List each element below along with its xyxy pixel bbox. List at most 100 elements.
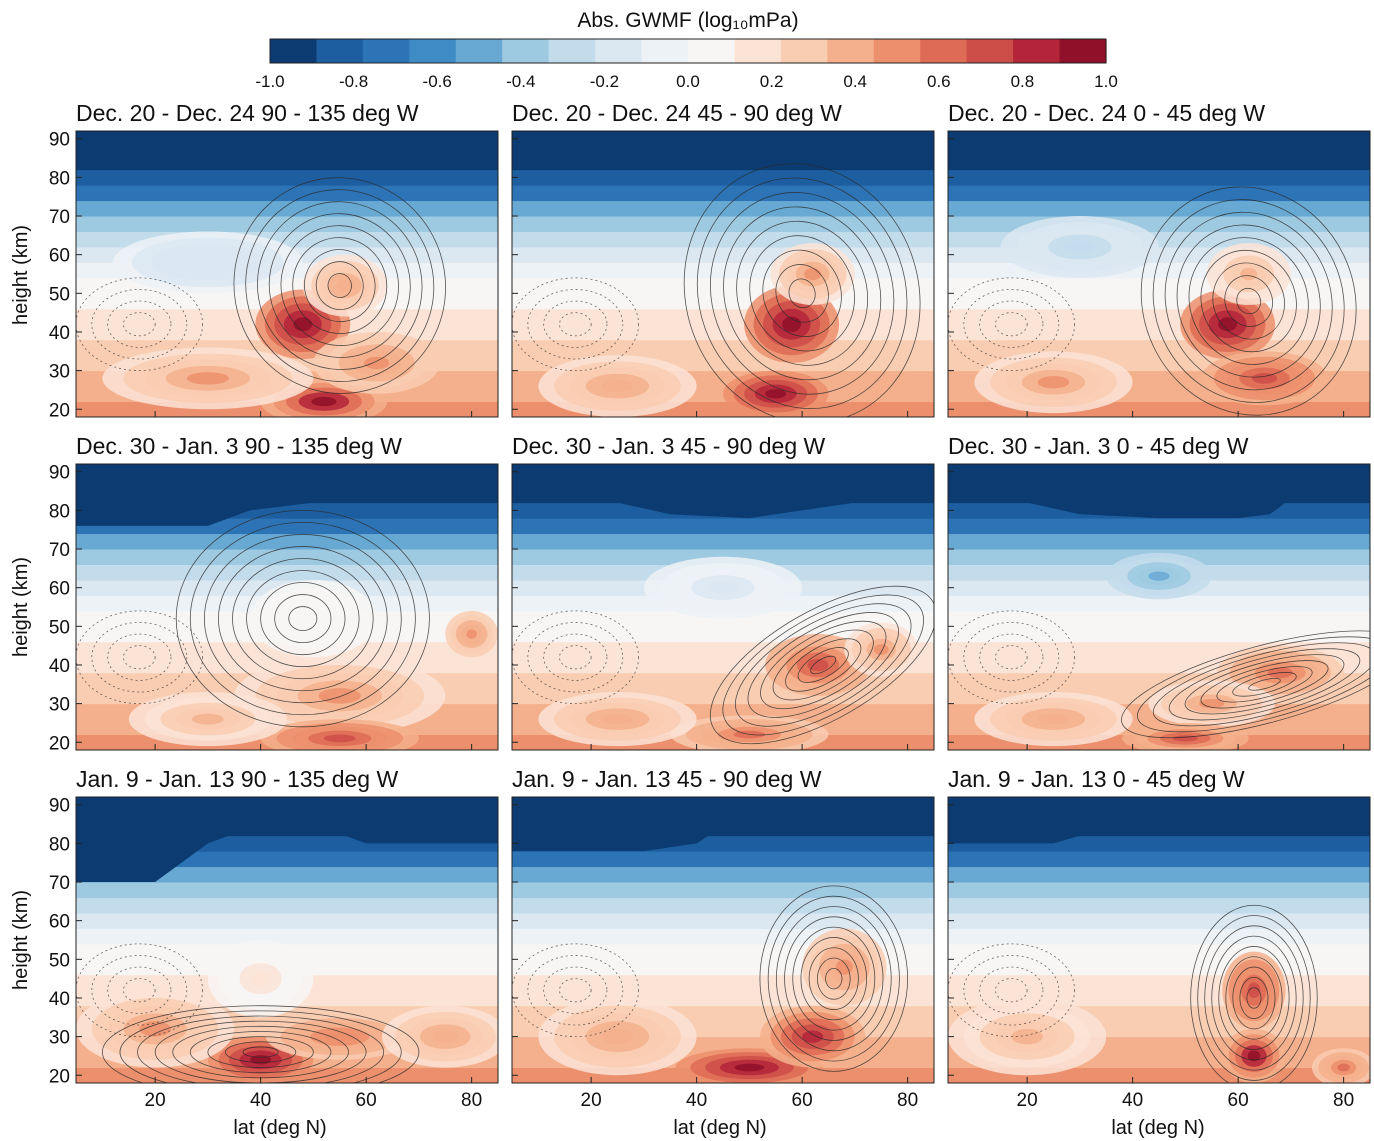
wind-contour-negative: [543, 300, 608, 348]
wind-contour-negative: [76, 277, 203, 372]
wind-contour-negative: [512, 610, 639, 705]
field-feature: [311, 396, 337, 407]
panel-field: [76, 131, 498, 417]
field-feature: [466, 629, 477, 639]
field-band: [512, 912, 934, 929]
x-tick-label: 40: [686, 1090, 707, 1111]
field-feature: [804, 267, 822, 281]
field-feature: [1337, 1063, 1350, 1072]
colorbar-swatch: [1059, 39, 1107, 63]
wind-contour: [792, 926, 876, 1031]
panel-title: Dec. 20 - Dec. 24 90 - 135 deg W: [76, 100, 419, 126]
wind-contour: [242, 1046, 279, 1058]
wind-contour-negative: [123, 645, 156, 670]
panel-title: Jan. 9 - Jan. 13 45 - 90 deg W: [512, 766, 822, 792]
field-band: [76, 200, 498, 217]
wind-contour: [292, 237, 388, 334]
panel-field: [948, 131, 1370, 417]
colorbar-swatch: [1013, 39, 1061, 63]
wind-contour: [800, 937, 867, 1021]
wind-contour: [825, 967, 843, 990]
panel-title: Dec. 30 - Jan. 3 0 - 45 deg W: [948, 433, 1249, 459]
field-feature: [835, 959, 853, 975]
panel-field: [512, 464, 934, 750]
wind-contour: [280, 225, 399, 346]
wind-contour-negative: [543, 966, 608, 1014]
y-tick-label: 90: [49, 796, 70, 817]
wind-contour-negative: [527, 622, 624, 693]
field-band: [76, 549, 498, 565]
wind-contour: [207, 1036, 314, 1068]
wind-contour: [1225, 956, 1283, 1040]
y-tick-label: 20: [49, 733, 70, 754]
saturated-region: [948, 464, 1370, 519]
wind-contour: [315, 261, 364, 310]
wind-contour-negative: [948, 277, 1075, 372]
panel-3-1: Jan. 9 - Jan. 13 90 - 135 deg W 20 30 40 50 6…: [49, 766, 499, 1111]
wind-contour: [775, 906, 892, 1052]
panel-field: [948, 797, 1370, 1083]
wind-contour: [1211, 935, 1297, 1061]
panel-title: Dec. 20 - Dec. 24 45 - 90 deg W: [512, 100, 842, 126]
wind-contour: [759, 885, 909, 1072]
field-feature: [1064, 240, 1096, 254]
wind-contour: [288, 606, 318, 632]
saturated-region: [948, 797, 1370, 844]
panel-1-1: Dec. 20 - Dec. 24 90 - 135 deg W 20 30 40 50…: [49, 100, 499, 421]
field-band: [512, 518, 934, 535]
saturated-region: [512, 464, 934, 519]
field-feature: [1037, 713, 1070, 725]
wind-contour: [203, 534, 402, 704]
wind-contour: [1200, 660, 1329, 709]
field-band: [948, 912, 1370, 929]
wind-contour: [747, 612, 899, 718]
field-band: [948, 324, 1370, 341]
x-tick-label: 20: [1017, 1090, 1038, 1111]
panel-frame: [947, 130, 1371, 418]
field-band: [948, 293, 1370, 310]
wind-contour-negative: [559, 978, 592, 1003]
y-tick-label: 50: [49, 950, 70, 971]
wind-contour: [189, 522, 416, 716]
wind-contour-negative: [979, 633, 1044, 681]
colorbar-swatch: [502, 39, 550, 63]
wind-contour: [225, 1041, 297, 1063]
field-feature: [1037, 376, 1070, 389]
field-band: [512, 533, 934, 550]
field-feature: [323, 734, 356, 743]
y-tick-label: 40: [49, 656, 70, 677]
wind-contour: [218, 546, 388, 692]
wind-contour: [1232, 672, 1297, 697]
y-tick-label: 60: [49, 579, 70, 600]
colorbar-tick-label: 0.0: [676, 72, 700, 91]
field-band: [948, 897, 1370, 914]
wind-contour: [1121, 630, 1370, 739]
panel-2-3: Dec. 30 - Jan. 3 0 - 45 deg W: [947, 433, 1371, 751]
field-band: [512, 216, 934, 232]
field-feature: [1148, 571, 1170, 581]
wind-contour-negative: [91, 289, 188, 360]
y-tick-label: 90: [49, 130, 70, 151]
colorbar-tick-label: 0.2: [760, 72, 784, 91]
field-band: [948, 185, 1370, 202]
wind-contour-negative: [123, 312, 156, 337]
wind-contour-negative: [559, 645, 592, 670]
field-band: [76, 216, 498, 232]
colorbar-tick-label: 1.0: [1094, 72, 1118, 91]
wind-contour: [1152, 642, 1370, 727]
colorbar-tick-label: -0.2: [590, 72, 619, 91]
field-feature: [707, 581, 739, 594]
wind-contour: [304, 249, 376, 322]
wind-contour: [762, 249, 842, 337]
panel-2-2: Dec. 30 - Jan. 3 45 - 90 deg W: [511, 433, 935, 751]
wind-contour: [784, 916, 884, 1041]
panel-frame: [511, 796, 935, 1084]
field-band: [76, 928, 498, 945]
field-feature: [1011, 1028, 1043, 1045]
wind-contour: [1184, 654, 1345, 715]
panel-frame: [75, 130, 499, 418]
y-axis-label-row-3: height (km): [10, 890, 32, 990]
y-tick-label: 30: [49, 1028, 70, 1049]
field-feature: [1251, 372, 1278, 384]
colorbar-swatch: [362, 39, 410, 63]
